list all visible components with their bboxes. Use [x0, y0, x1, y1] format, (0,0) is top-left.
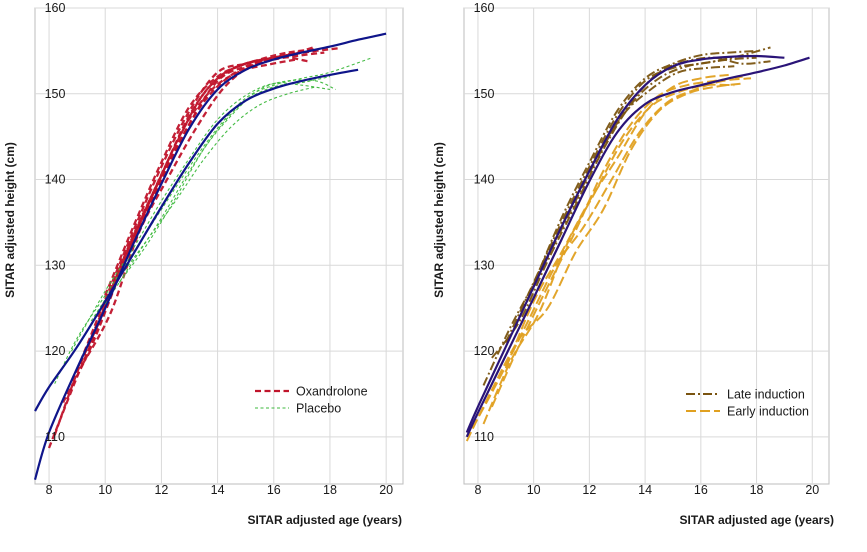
- series-line-late-induction: [482, 65, 735, 386]
- series-line-oxandrolone: [62, 49, 317, 404]
- x-tick-label: 8: [46, 483, 53, 497]
- y-tick-label: 110: [474, 430, 494, 444]
- right-mean-curves: [465, 54, 810, 438]
- legend-label: Early induction: [727, 405, 809, 419]
- left-y-tick-labels: 110 120 130 140 150 160: [45, 1, 66, 444]
- series-line-oxandrolone: [104, 45, 317, 296]
- mean-curve: [33, 32, 387, 481]
- series-line-placebo: [118, 79, 336, 283]
- mean-curve: [465, 56, 810, 438]
- left-x-tick-labels: 8 10 12 14 16 18 20: [46, 483, 394, 497]
- y-tick-label: 160: [474, 1, 495, 15]
- x-tick-label: 20: [805, 483, 819, 497]
- x-tick-label: 14: [638, 483, 652, 497]
- y-tick-label: 110: [45, 430, 65, 444]
- y-tick-label: 130: [45, 258, 66, 272]
- x-tick-label: 10: [527, 483, 541, 497]
- series-line-early-induction: [482, 83, 735, 425]
- mean-curve: [34, 68, 359, 412]
- y-tick-label: 160: [45, 1, 66, 15]
- x-tick-label: 10: [98, 483, 112, 497]
- right-y-tick-labels: 110 120 130 140 150 160: [474, 1, 495, 444]
- legend-label: Late induction: [727, 388, 805, 402]
- right-y-axis-label: SITAR adjusted height (cm): [432, 142, 446, 298]
- y-tick-label: 140: [45, 173, 66, 187]
- x-tick-label: 20: [379, 483, 393, 497]
- series-line-oxandrolone: [90, 48, 317, 343]
- x-tick-label: 12: [154, 483, 168, 497]
- series-line-early-induction: [490, 75, 743, 408]
- series-line-oxandrolone: [76, 51, 303, 371]
- left-panel: 110 120 130 140 150 160 8 10 12 14 16 18 20 Oxandro…: [3, 1, 404, 527]
- series-line-late-induction: [504, 56, 757, 343]
- series-line-oxandrolone: [81, 55, 308, 365]
- left-mean-curves: [33, 32, 387, 481]
- y-tick-label: 150: [474, 87, 495, 101]
- series-line-oxandrolone: [70, 58, 297, 382]
- y-tick-label: 140: [474, 173, 495, 187]
- x-tick-label: 14: [211, 483, 225, 497]
- series-line-placebo: [90, 86, 317, 322]
- series-line-early-induction: [471, 77, 752, 429]
- left-data-lines: [47, 45, 373, 449]
- y-tick-label: 120: [45, 344, 66, 358]
- right-panel: 110 120 130 140 150 160 8 10 12 14 16 18 20 Late in…: [432, 1, 834, 527]
- left-legend: Oxandrolone Placebo: [255, 385, 368, 416]
- left-x-axis-label: SITAR adjusted age (years): [248, 513, 403, 527]
- x-tick-label: 16: [694, 483, 708, 497]
- y-tick-label: 130: [474, 258, 495, 272]
- series-line-placebo: [71, 82, 331, 352]
- right-legend: Late induction Early induction: [686, 388, 809, 419]
- x-tick-label: 18: [323, 483, 337, 497]
- x-tick-label: 16: [267, 483, 281, 497]
- y-tick-label: 150: [45, 87, 66, 101]
- y-tick-label: 120: [474, 344, 495, 358]
- x-tick-label: 12: [582, 483, 596, 497]
- left-y-axis-label: SITAR adjusted height (cm): [3, 142, 17, 298]
- right-x-axis-label: SITAR adjusted age (years): [680, 513, 835, 527]
- legend-label: Placebo: [296, 402, 341, 416]
- x-tick-label: 8: [474, 483, 481, 497]
- right-x-tick-labels: 8 10 12 14 16 18 20: [474, 483, 819, 497]
- x-tick-label: 18: [750, 483, 764, 497]
- legend-label: Oxandrolone: [296, 385, 368, 399]
- series-line-early-induction: [504, 73, 729, 369]
- mean-curve: [465, 54, 785, 433]
